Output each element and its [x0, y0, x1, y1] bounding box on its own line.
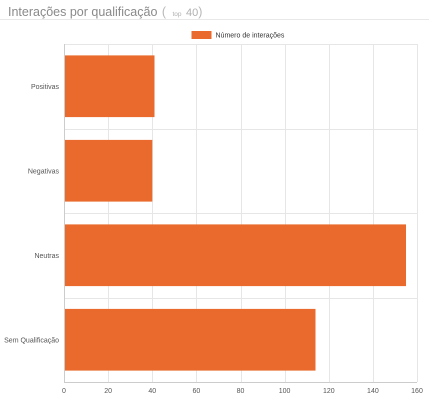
- title-paren-close: ): [198, 5, 203, 19]
- x-tick-label-160: 160: [411, 388, 423, 395]
- x-tick-label-40: 40: [148, 388, 156, 395]
- category-label-3: Sem Qualificação: [4, 337, 59, 344]
- chart-title: Interações por qualificação: [8, 5, 158, 19]
- category-label-2: Neutras: [34, 253, 59, 260]
- chart-header: Interações por qualificação ( top 40): [8, 3, 202, 19]
- legend-label: Número de interações: [216, 33, 285, 40]
- bar-0: [65, 55, 155, 118]
- header-divider: [0, 19, 429, 20]
- title-paren-open: (: [161, 5, 167, 19]
- x-tick-label-80: 80: [237, 388, 245, 395]
- top-label: top: [172, 11, 182, 18]
- x-tick-label-100: 100: [279, 388, 291, 395]
- x-tick-label-140: 140: [367, 388, 379, 395]
- top-value: 40: [185, 7, 199, 19]
- category-label-0: Positivas: [31, 84, 60, 91]
- bar-3: [65, 308, 316, 371]
- x-tick-label-120: 120: [323, 388, 335, 395]
- x-tick-label-0: 0: [62, 388, 66, 395]
- category-label-1: Negativas: [28, 168, 60, 175]
- legend-swatch: [191, 31, 212, 39]
- x-tick-label-60: 60: [193, 388, 201, 395]
- x-tick-label-20: 20: [104, 388, 112, 395]
- bar-1: [65, 139, 153, 202]
- bar-2: [65, 224, 406, 287]
